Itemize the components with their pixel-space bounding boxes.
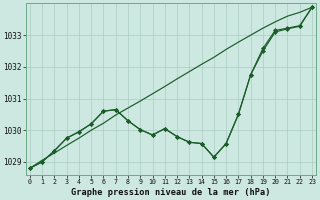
X-axis label: Graphe pression niveau de la mer (hPa): Graphe pression niveau de la mer (hPa) bbox=[71, 188, 271, 197]
